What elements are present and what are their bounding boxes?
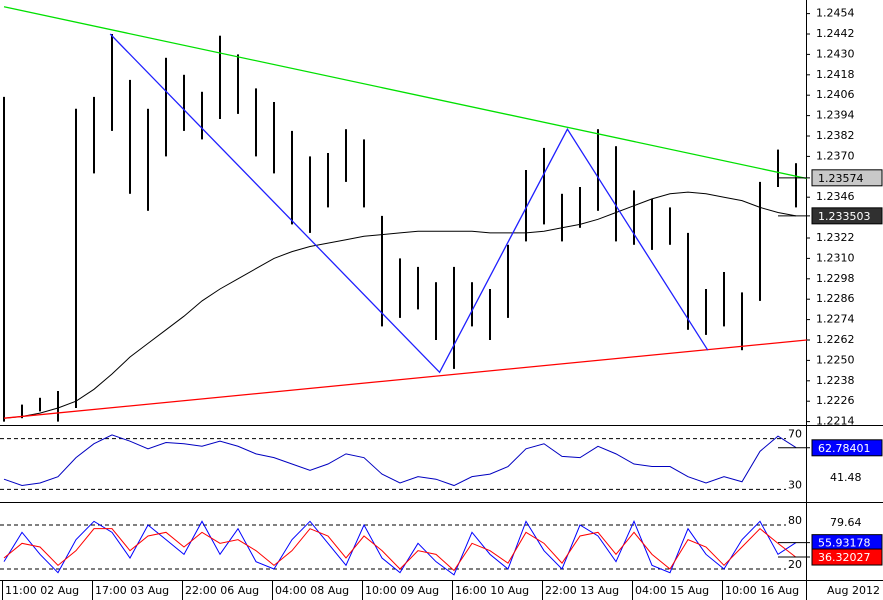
level-label: 20 — [788, 558, 802, 571]
trendline — [3, 339, 807, 419]
level-label: 30 — [788, 478, 802, 491]
level-label: 80 — [788, 514, 802, 527]
x-tick-label: 04:00 15 Aug — [635, 584, 709, 597]
moving-average — [3, 191, 797, 419]
last-value-box — [811, 548, 883, 566]
y-tick-label: 1.2226 — [816, 394, 855, 407]
last-value-box — [811, 207, 883, 225]
y-tick-label: 1.2430 — [816, 47, 855, 60]
scale-label: 41.48 — [830, 471, 862, 484]
trendline — [3, 6, 807, 180]
x-tick-label: 10:00 16 Aug — [725, 584, 799, 597]
last-value-box — [811, 439, 883, 457]
x-tick-label: 22:00 13 Aug — [545, 584, 619, 597]
last-value-label: 62.78401 — [818, 442, 871, 455]
y-tick-label: 1.2310 — [816, 251, 855, 264]
y-tick-label: 1.2262 — [816, 333, 855, 346]
x-tick-label: 22:00 06 Aug — [185, 584, 259, 597]
y-tick-label: 1.2382 — [816, 129, 855, 142]
last-value-label: 1.233503 — [818, 210, 871, 223]
y-tick-label: 1.2346 — [816, 190, 855, 203]
y-tick-label: 1.2274 — [816, 313, 855, 326]
last-value-label: 36.32027 — [818, 551, 871, 564]
y-tick-label: 1.2370 — [816, 149, 855, 162]
last-value-label: 55.93178 — [818, 537, 871, 550]
y-tick-label: 1.2214 — [816, 415, 855, 428]
x-tick-label: 11:00 02 Aug — [5, 584, 79, 597]
indicator-line — [3, 520, 797, 576]
y-tick-label: 1.2238 — [816, 374, 855, 387]
y-tick-label: 1.2250 — [816, 353, 855, 366]
y-tick-label: 1.2298 — [816, 272, 855, 285]
x-tick-label: 16:00 10 Aug — [455, 584, 529, 597]
y-tick-label: 1.2418 — [816, 68, 855, 81]
last-value-box — [811, 169, 883, 187]
x-tick-label: 17:00 03 Aug — [95, 584, 169, 597]
y-tick-label: 1.2406 — [816, 88, 855, 101]
y-tick-label: 1.2394 — [816, 109, 855, 122]
y-tick-label: 1.2286 — [816, 292, 855, 305]
y-tick-label: 1.2454 — [816, 7, 855, 20]
y-tick-label: 1.2442 — [816, 27, 855, 40]
last-value-label: 1.23574 — [818, 172, 864, 185]
x-tick-label: 10:00 09 Aug — [365, 584, 439, 597]
level-label: 70 — [788, 428, 802, 441]
x-tick-label: 04:00 08 Aug — [275, 584, 349, 597]
indicator-line — [3, 434, 797, 487]
scale-label: 79.64 — [830, 516, 862, 529]
indicator-line — [3, 527, 797, 572]
y-tick-label: 1.2322 — [816, 231, 855, 244]
trendline — [109, 33, 709, 374]
period-label: Aug 2012 — [827, 584, 880, 597]
